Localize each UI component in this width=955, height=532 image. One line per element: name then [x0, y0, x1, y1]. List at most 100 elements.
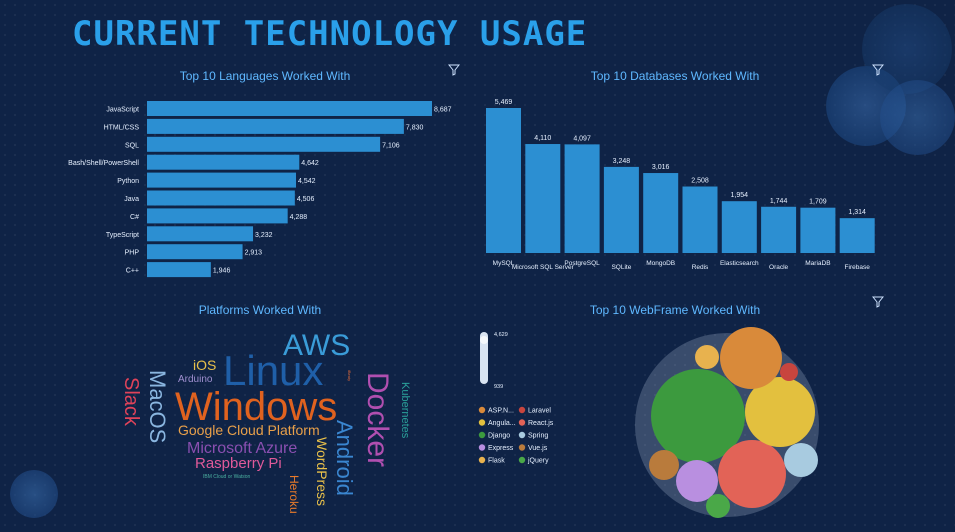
wordcloud-word: MacOS: [145, 370, 170, 443]
bubble: [780, 363, 798, 381]
category-label: JavaScript: [106, 107, 139, 114]
size-scale-bar: [480, 332, 488, 384]
bubble: [695, 345, 719, 369]
size-scale-min-label: 939: [494, 384, 503, 390]
data-label: 5,469: [495, 99, 513, 106]
databases-chart-title: Top 10 Databases Worked With: [590, 69, 760, 83]
size-scale-handle: [480, 336, 488, 344]
bar: [761, 206, 797, 253]
data-label: 8,687: [434, 107, 452, 114]
category-label: Microsoft SQL Server: [512, 264, 575, 271]
wordcloud-word: IBM Cloud or Watson: [203, 474, 251, 480]
bubble: [720, 327, 782, 389]
bar: [147, 101, 432, 116]
bar: [564, 144, 600, 253]
legend-label: Express: [488, 445, 514, 452]
languages-chart-title: Top 10 Languages Worked With: [179, 69, 351, 83]
data-label: 3,016: [652, 164, 670, 171]
wordcloud-word: iBeaty: [347, 370, 352, 381]
legend-label: Vue.js: [528, 445, 548, 452]
category-label: SQLite: [611, 264, 631, 271]
data-label: 4,542: [298, 178, 316, 185]
wordcloud-word: Heroku: [287, 475, 301, 514]
legend-label: Angula...: [488, 420, 516, 427]
data-label: 3,248: [613, 158, 631, 165]
data-label: 1,954: [731, 192, 749, 199]
filter-icon[interactable]: [448, 64, 460, 76]
bubble: [706, 494, 730, 518]
bubble: [745, 377, 815, 447]
legend-marker: [518, 431, 526, 439]
category-label: Elasticsearch: [720, 260, 759, 267]
category-label: HTML/CSS: [104, 124, 140, 131]
category-label: Java: [124, 196, 139, 203]
webframe-bubble-chart: 4,629 939 ASP.N... Laravel Angula... React.js…: [478, 327, 819, 518]
bar: [147, 244, 243, 260]
bar: [147, 226, 254, 242]
bar: [800, 207, 836, 253]
bar: [721, 201, 757, 253]
bar: [147, 208, 288, 224]
category-label: PHP: [125, 250, 140, 257]
bar: [147, 190, 295, 206]
legend-marker: [518, 419, 526, 426]
category-label: PostgreSQL: [564, 260, 600, 267]
decorative-bubble: [862, 4, 952, 94]
data-label: 3,232: [255, 232, 273, 239]
data-label: 7,106: [382, 142, 400, 149]
legend-label: Django: [488, 433, 510, 440]
data-label: 4,506: [297, 196, 315, 203]
data-label: 1,709: [809, 199, 827, 206]
filter-icon[interactable]: [872, 296, 884, 308]
data-label: 4,642: [301, 160, 319, 167]
category-label: SQL: [125, 142, 139, 149]
bubble: [784, 443, 818, 477]
legend-marker: [478, 419, 486, 426]
category-label: MariaDB: [805, 260, 830, 267]
legend-marker: [518, 406, 526, 414]
category-label: Bash/Shell/PowerShell: [68, 160, 139, 167]
legend-label: Spring: [528, 433, 548, 440]
category-label: Oracle: [769, 264, 789, 271]
legend-marker: [518, 456, 526, 464]
platforms-chart-title: Platforms Worked With: [198, 303, 322, 317]
bar: [839, 218, 875, 253]
data-label: 4,110: [534, 135, 551, 142]
bubble: [718, 440, 786, 508]
bar: [682, 186, 718, 253]
size-scale-max-label: 4,629: [494, 332, 508, 338]
wordcloud-word: Raspberry Pi: [195, 455, 282, 472]
legend-marker: [478, 444, 486, 451]
wordcloud-word: Arduino: [178, 374, 213, 385]
legend-label: jQuery: [527, 458, 549, 465]
decorative-bubble: [880, 80, 955, 155]
category-label: TypeScript: [106, 232, 139, 239]
webframe-chart-title: Top 10 WebFrame Worked With: [589, 303, 761, 317]
data-label: 2,913: [245, 250, 263, 257]
bar: [147, 118, 404, 134]
data-label: 7,830: [406, 124, 424, 131]
wordcloud-word: Android: [332, 420, 357, 496]
bubble: [676, 460, 718, 502]
wordcloud-word: Linux: [223, 347, 323, 394]
legend-marker: [518, 444, 526, 451]
wordcloud-word: Docker: [361, 372, 394, 467]
legend-label: Laravel: [528, 408, 551, 415]
bar: [603, 166, 639, 253]
category-label: C++: [126, 268, 139, 275]
category-label: Redis: [692, 264, 709, 271]
wordcloud-word: Slack: [120, 377, 142, 427]
wordcloud-word: AWS: [283, 329, 350, 362]
bar: [525, 144, 561, 253]
data-label: 1,314: [848, 209, 866, 216]
languages-bar-chart: JavaScript 8,687 HTML/CSS 7,830 SQL 7,106 Bash…: [68, 101, 452, 278]
data-label: 4,288: [290, 214, 308, 221]
wordcloud-word: Kubernetes: [399, 382, 411, 439]
filter-icon[interactable]: [872, 64, 884, 76]
bar: [147, 136, 381, 152]
wordcloud-word: Windows: [175, 385, 337, 429]
bar: [147, 154, 300, 170]
bubble: [649, 450, 679, 480]
wordcloud-word: Microsoft Azure: [187, 440, 297, 457]
